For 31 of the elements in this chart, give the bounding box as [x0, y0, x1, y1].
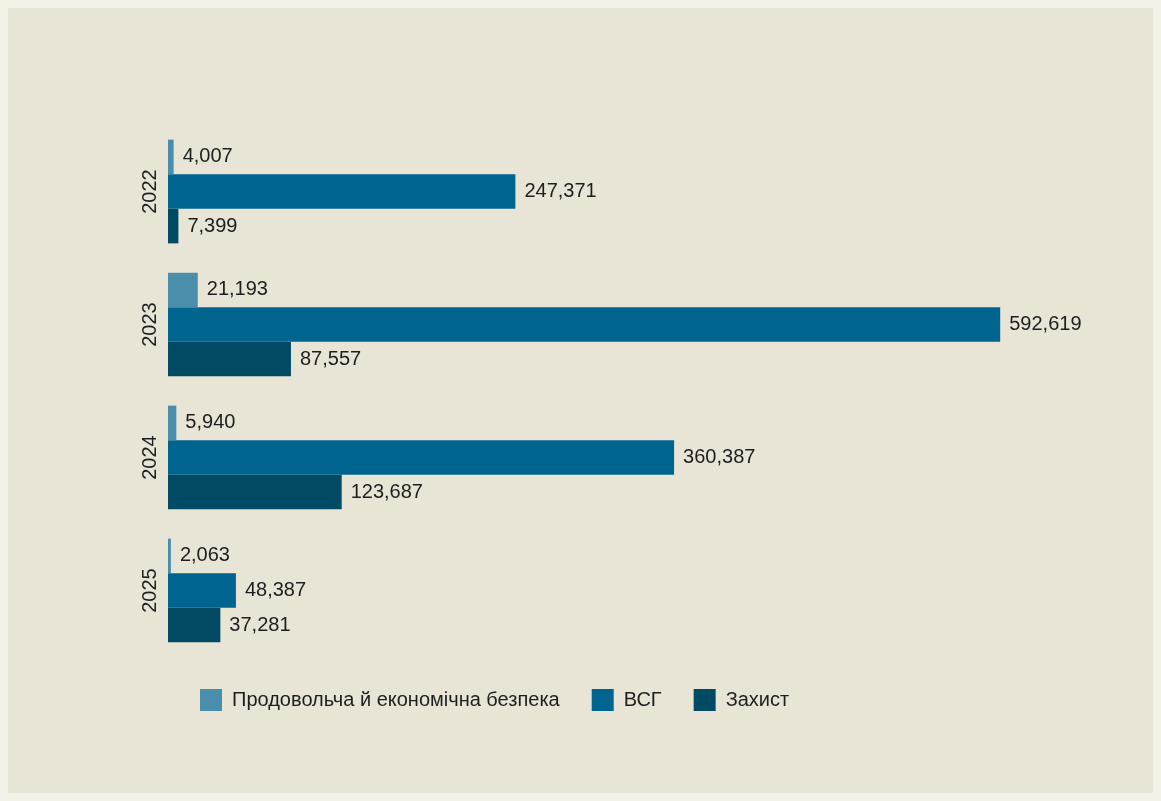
- legend-label: Захист: [725, 687, 790, 710]
- data-label: 37,281: [229, 612, 291, 635]
- data-label: 87,557: [299, 346, 362, 369]
- bar: [168, 538, 171, 574]
- y-tick-label: 2022: [137, 169, 160, 214]
- bar: [168, 474, 342, 510]
- legend-label: Продовольча й економічна безпека: [232, 687, 561, 710]
- bar: [168, 573, 236, 608]
- data-label: 48,387: [244, 578, 307, 601]
- bar: [168, 405, 177, 441]
- data-label: 2,063: [179, 543, 230, 566]
- bar: [168, 307, 1001, 342]
- bar: [168, 607, 221, 643]
- data-label: 592,619: [1009, 312, 1082, 335]
- data-label: 7,399: [187, 213, 238, 236]
- bar: [168, 208, 179, 244]
- data-label: 360,387: [683, 445, 756, 468]
- y-tick-label: 2025: [137, 568, 160, 613]
- data-label: 247,371: [524, 179, 597, 202]
- data-label: 123,687: [350, 479, 423, 502]
- data-label: 21,193: [206, 277, 268, 300]
- bar: [168, 272, 198, 308]
- data-label: 5,940: [185, 410, 236, 433]
- bar: [168, 440, 675, 475]
- bar: [168, 174, 516, 209]
- bar: [168, 341, 291, 377]
- y-tick-label: 2024: [137, 435, 160, 480]
- data-label: 4,007: [182, 144, 233, 167]
- legend-label: ВСГ: [623, 687, 662, 710]
- bar: [168, 139, 174, 175]
- y-tick-label: 2023: [137, 302, 160, 347]
